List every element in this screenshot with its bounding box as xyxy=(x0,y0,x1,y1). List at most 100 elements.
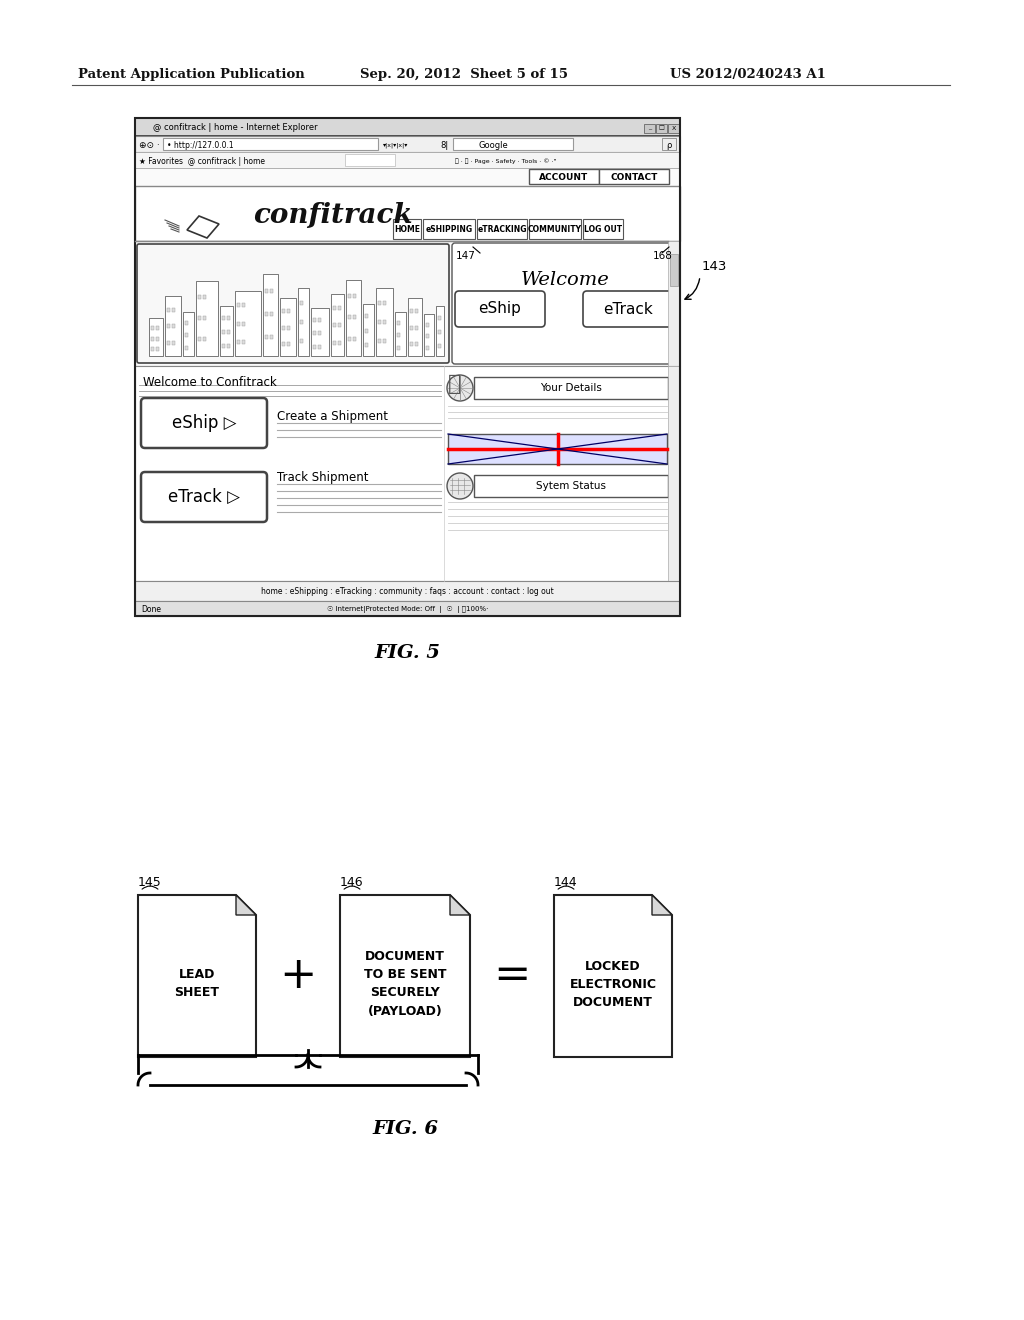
Bar xyxy=(644,124,655,133)
Text: Google: Google xyxy=(478,140,508,149)
Bar xyxy=(234,290,261,356)
Bar xyxy=(426,346,429,350)
FancyBboxPatch shape xyxy=(135,366,680,581)
Bar xyxy=(185,334,188,338)
Bar xyxy=(237,304,240,308)
FancyBboxPatch shape xyxy=(135,168,680,186)
Bar xyxy=(408,298,422,356)
Bar xyxy=(298,288,309,356)
Text: ☉ Internet|Protected Mode: Off  |  ☉  | 🔍100%·: ☉ Internet|Protected Mode: Off | ☉ | 🔍10… xyxy=(327,606,488,612)
Bar xyxy=(338,306,341,310)
Text: 168: 168 xyxy=(653,251,673,261)
Bar xyxy=(362,304,374,356)
Bar xyxy=(345,154,395,166)
Bar xyxy=(378,319,381,323)
Bar xyxy=(383,339,386,343)
Polygon shape xyxy=(236,895,256,915)
Bar xyxy=(242,304,245,308)
Bar xyxy=(222,345,225,348)
Bar xyxy=(282,309,285,313)
FancyBboxPatch shape xyxy=(135,136,680,152)
Bar xyxy=(287,326,290,330)
Polygon shape xyxy=(138,895,256,1057)
Bar xyxy=(353,294,356,298)
Bar xyxy=(282,326,285,330)
Text: Create a Shipment: Create a Shipment xyxy=(278,411,388,422)
Bar xyxy=(242,339,245,343)
Bar xyxy=(203,294,206,300)
Bar xyxy=(318,318,321,322)
Bar xyxy=(300,319,303,323)
Bar xyxy=(438,330,441,334)
Bar xyxy=(265,335,268,339)
FancyBboxPatch shape xyxy=(135,117,680,136)
Text: FIG. 5: FIG. 5 xyxy=(375,644,440,663)
Text: eShip: eShip xyxy=(478,301,521,317)
FancyBboxPatch shape xyxy=(455,290,545,327)
FancyBboxPatch shape xyxy=(135,242,680,366)
FancyBboxPatch shape xyxy=(474,475,668,498)
Bar xyxy=(222,315,225,319)
Text: • http://127.0.0.1: • http://127.0.0.1 xyxy=(167,140,233,149)
Text: LEAD
SHEET: LEAD SHEET xyxy=(174,969,219,999)
Text: ρ: ρ xyxy=(667,140,672,149)
Text: 144: 144 xyxy=(554,876,578,888)
Text: eShip ▷: eShip ▷ xyxy=(172,414,237,432)
Bar xyxy=(156,326,159,330)
Bar xyxy=(227,315,230,319)
Circle shape xyxy=(447,473,473,499)
Bar xyxy=(313,331,316,335)
Bar xyxy=(265,312,268,315)
Bar xyxy=(453,139,573,150)
Text: Patent Application Publication: Patent Application Publication xyxy=(78,69,305,81)
Bar xyxy=(438,315,441,319)
Bar xyxy=(227,330,230,334)
Bar xyxy=(167,325,170,329)
Text: ★ Favorites  @ confitrack | home: ★ Favorites @ confitrack | home xyxy=(139,157,265,165)
Bar xyxy=(426,334,429,338)
Text: 143: 143 xyxy=(702,260,727,272)
Bar xyxy=(438,345,441,348)
Bar xyxy=(353,337,356,341)
Text: 146: 146 xyxy=(340,876,364,888)
Bar xyxy=(397,334,400,338)
Text: 145: 145 xyxy=(138,876,162,888)
Bar xyxy=(227,345,230,348)
Bar xyxy=(242,322,245,326)
Bar xyxy=(222,330,225,334)
FancyBboxPatch shape xyxy=(141,399,267,447)
Text: 147: 147 xyxy=(456,251,476,261)
Bar xyxy=(410,326,413,330)
FancyBboxPatch shape xyxy=(529,169,599,183)
Bar xyxy=(265,289,268,293)
Bar xyxy=(348,337,351,341)
Text: □: □ xyxy=(658,125,665,131)
Text: Sytem Status: Sytem Status xyxy=(536,480,606,491)
Text: COMMUNITY: COMMUNITY xyxy=(528,224,582,234)
Bar xyxy=(172,325,175,329)
Bar xyxy=(668,242,680,366)
Bar xyxy=(300,339,303,343)
FancyBboxPatch shape xyxy=(135,601,680,616)
Text: LOCKED
ELECTRONIC
DOCUMENT: LOCKED ELECTRONIC DOCUMENT xyxy=(569,960,656,1008)
Bar xyxy=(220,306,233,356)
Bar xyxy=(668,124,679,133)
Bar xyxy=(668,366,680,581)
Bar xyxy=(156,347,159,351)
Bar xyxy=(415,309,418,313)
Text: @ confitrack | home - Internet Explorer: @ confitrack | home - Internet Explorer xyxy=(153,124,317,132)
Text: ACCOUNT: ACCOUNT xyxy=(540,173,589,182)
Bar xyxy=(395,312,406,356)
Bar xyxy=(311,308,329,356)
Bar xyxy=(172,341,175,346)
Bar xyxy=(151,347,154,351)
Bar xyxy=(348,294,351,298)
Bar xyxy=(656,124,667,133)
Bar xyxy=(415,326,418,330)
FancyBboxPatch shape xyxy=(137,244,449,363)
Text: DOCUMENT
TO BE SENT
SECURELY
(PAYLOAD): DOCUMENT TO BE SENT SECURELY (PAYLOAD) xyxy=(364,950,446,1018)
Text: Done: Done xyxy=(141,605,161,614)
Text: Welcome: Welcome xyxy=(520,271,609,289)
Bar xyxy=(270,289,273,293)
FancyBboxPatch shape xyxy=(583,290,673,327)
